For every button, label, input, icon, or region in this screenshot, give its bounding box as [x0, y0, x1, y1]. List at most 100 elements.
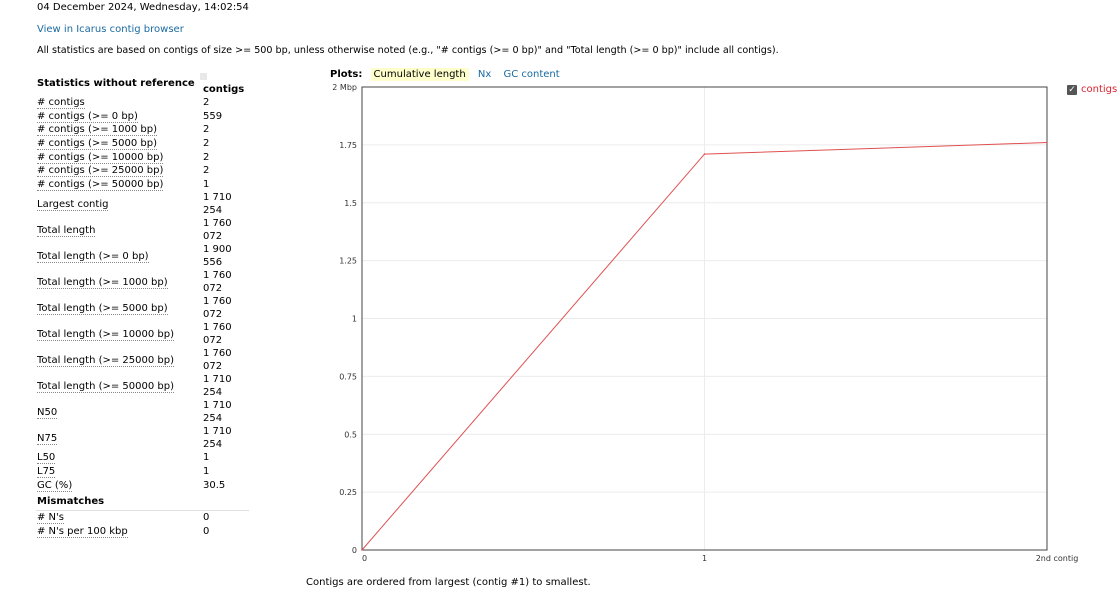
metric-value: 1 760 072 [203, 322, 232, 347]
y-tick-label: 1.25 [339, 257, 357, 266]
metric-name-cell: # contigs (>= 1000 bp) [36, 123, 201, 137]
metric-value: 2 [203, 151, 210, 163]
data-point [361, 549, 363, 551]
statistics-row: # N's per 100 kbp 0 [36, 525, 249, 539]
tab-cumulative-length[interactable]: Cumulative length [370, 68, 469, 81]
y-tick-label: 0.75 [339, 372, 357, 381]
metric-value: 1 [203, 452, 210, 464]
metric-value: 0 [203, 512, 210, 524]
plot-frame [361, 86, 1048, 551]
x-tick-label: 2nd contig [1036, 554, 1079, 563]
statistics-row: Total length (>= 5000 bp) 1 760 072 [36, 295, 249, 321]
statistics-row: Total length 1 760 072 [36, 217, 249, 243]
y-tick-label: 1.5 [344, 199, 357, 208]
metric-name: L50 [37, 452, 56, 465]
statistics-row: # N's 0 [36, 510, 249, 525]
metric-name-cell: Total length (>= 0 bp) [36, 243, 201, 269]
statistics-row: Total length (>= 10000 bp) 1 760 072 [36, 321, 249, 347]
statistics-row: # contigs (>= 5000 bp) 2 [36, 137, 249, 151]
statistics-row: # contigs (>= 10000 bp) 2 [36, 150, 249, 164]
metric-value: 1 710 254 [203, 426, 232, 451]
metric-name: Total length (>= 0 bp) [37, 250, 149, 263]
y-tick-label: 1 [352, 315, 357, 324]
metric-value: 2 [203, 165, 210, 177]
plots-title: Plots: [330, 69, 363, 80]
tab-nx[interactable]: Nx [477, 69, 492, 80]
metric-name-cell: # contigs (>= 5000 bp) [36, 137, 201, 151]
statistics-row: Largest contig 1 710 254 [36, 191, 249, 217]
metric-name: # N's [37, 512, 64, 525]
mismatches-header: Mismatches [36, 491, 249, 511]
metric-value: 559 [203, 110, 223, 122]
plots-tab-bar: Plots: Cumulative length Nx GC content [330, 68, 566, 81]
tab-gc-content[interactable]: GC content [503, 69, 560, 80]
statistics-row: # contigs (>= 50000 bp) 1 [36, 178, 249, 192]
icarus-browser-link[interactable]: View in Icarus contig browser [37, 24, 184, 35]
metric-name: Total length (>= 50000 bp) [37, 380, 175, 393]
statistics-row: N75 1 710 254 [36, 425, 249, 451]
metric-name: # contigs (>= 1000 bp) [37, 124, 158, 137]
metric-name-cell: Total length (>= 10000 bp) [36, 321, 201, 347]
statistics-row: Total length (>= 1000 bp) 1 760 072 [36, 269, 249, 295]
x-tick-label: 0 [362, 554, 367, 563]
metric-value: 1 760 072 [203, 270, 232, 295]
metric-name: Total length (>= 25000 bp) [37, 354, 175, 367]
metric-value: 1 710 254 [203, 374, 232, 399]
metric-value: 1 710 254 [203, 192, 232, 217]
data-point [703, 153, 706, 155]
contig-order-note: Contigs are ordered from largest (contig… [306, 577, 591, 588]
x-tick-label: 1 [702, 554, 707, 563]
metric-value: 1 760 072 [203, 296, 232, 321]
metric-name-cell: L50 [36, 451, 201, 465]
metric-value: 1 [203, 466, 210, 478]
metric-name: Total length (>= 5000 bp) [37, 302, 168, 315]
mismatches-header-row: Mismatches [36, 491, 249, 511]
metric-name: GC (%) [37, 479, 73, 492]
assembly-column-label: contigs [203, 84, 245, 95]
cumulative-length-chart: 0 0.25 0.5 0.75 1 1.25 1.5 1.75 2 Mbp 0 1 2nd conti… [332, 83, 1079, 563]
y-tick-label: 0.25 [339, 488, 357, 497]
statistics-row: N50 1 710 254 [36, 399, 249, 425]
metric-name: Total length [37, 224, 96, 237]
y-tick-label: 0.5 [344, 430, 357, 439]
y-tick-label: 0 [352, 546, 357, 555]
metric-name: Total length (>= 10000 bp) [37, 328, 175, 341]
statistics-row: GC (%) 30.5 [36, 478, 249, 492]
metric-name-cell: # N's per 100 kbp [36, 525, 201, 539]
metric-value: 1 900 556 [203, 244, 232, 269]
legend-checkbox[interactable]: ✓ [1067, 84, 1077, 95]
metric-name-cell: Total length [36, 217, 201, 243]
metric-value: 2 [203, 138, 210, 150]
chart-legend: ✓ contigs [1067, 84, 1117, 96]
metric-value: 1 [203, 178, 210, 190]
legend-label: contigs [1081, 84, 1117, 95]
metric-name-cell: N50 [36, 399, 201, 425]
y-tick-label: 1.75 [339, 141, 357, 150]
metric-name-cell: Total length (>= 5000 bp) [36, 295, 201, 321]
metric-value: 2 [203, 124, 210, 136]
metric-name: Total length (>= 1000 bp) [37, 276, 168, 289]
metric-name-cell: Total length (>= 50000 bp) [36, 373, 201, 399]
metric-name-cell: # N's [36, 510, 201, 525]
metric-name: # contigs (>= 25000 bp) [37, 165, 164, 178]
metric-name-cell: # contigs (>= 0 bp) [36, 110, 201, 124]
metric-name: # contigs [37, 97, 85, 110]
column-swatch-icon [200, 72, 207, 80]
metric-value: 2 [203, 97, 210, 109]
metric-name: # N's per 100 kbp [37, 525, 128, 538]
statistics-row: L50 1 [36, 451, 249, 465]
metric-name: N50 [37, 406, 58, 419]
statistics-row: # contigs (>= 0 bp) 559 [36, 110, 249, 124]
metric-name: L75 [37, 466, 56, 479]
metric-value: 0 [203, 525, 210, 537]
metric-name-cell: # contigs (>= 25000 bp) [36, 164, 201, 178]
statistics-header-row: Statistics without reference contigs [36, 70, 249, 96]
report-date: 04 December 2024, Wednesday, 14:02:54 [37, 2, 249, 13]
metric-name-cell: # contigs (>= 10000 bp) [36, 150, 201, 164]
metric-name: # contigs (>= 0 bp) [37, 110, 138, 123]
metric-name: Largest contig [37, 198, 109, 211]
statistics-note: All statistics are based on contigs of s… [37, 45, 779, 56]
statistics-row: # contigs (>= 25000 bp) 2 [36, 164, 249, 178]
metric-name: N75 [37, 432, 58, 445]
metric-value: 1 760 072 [203, 348, 232, 373]
